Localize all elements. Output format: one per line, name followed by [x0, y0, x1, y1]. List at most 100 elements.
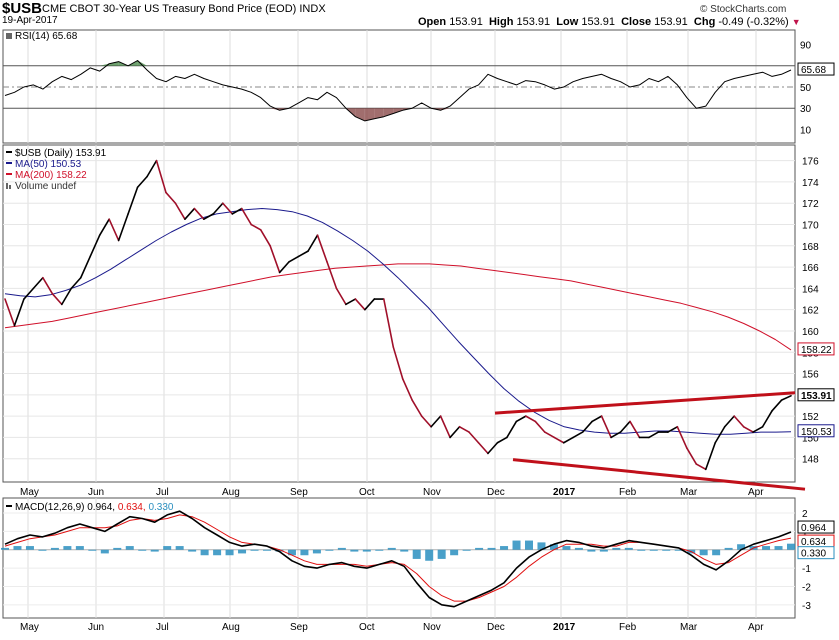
price-segment	[610, 431, 622, 439]
price-segment	[79, 255, 92, 279]
upper-trendline	[494, 391, 796, 415]
month-label-mar: Mar	[680, 487, 698, 498]
macd-histogram-bar	[175, 546, 184, 550]
price-value-tag: 153.91	[797, 388, 835, 402]
rsi-oversold-fill	[364, 108, 375, 121]
ma200-line	[4, 263, 792, 351]
price-segment	[411, 399, 423, 417]
price-segment	[184, 207, 196, 220]
price-segment	[382, 298, 395, 348]
low-label: Low	[556, 16, 579, 28]
macd-histogram-bar	[712, 549, 721, 556]
price-segment	[780, 394, 792, 401]
price-tick-168: 168	[802, 242, 819, 253]
price-segment	[543, 431, 556, 439]
price-segment	[629, 420, 641, 439]
price-segment	[600, 415, 612, 439]
month-label-2017: 2017	[553, 487, 576, 498]
price-tick-162: 162	[802, 306, 819, 317]
ma200-value-tag-box	[797, 342, 835, 356]
chg-label: Chg	[693, 16, 716, 28]
hist-value-tag: 0.330	[797, 546, 835, 560]
price-tick-152: 152	[802, 412, 819, 423]
price-segment	[761, 410, 773, 428]
price-tick-150: 150	[802, 433, 819, 444]
ma50-legend-label: MA(50) 150.53	[15, 159, 82, 170]
price-segment	[165, 191, 177, 205]
macd-histogram-bar	[287, 549, 296, 556]
rsi-value-tag: 65.68	[797, 62, 835, 76]
macd-histogram-bar	[649, 549, 658, 551]
macd-histogram-bar	[762, 546, 771, 550]
price-legend-label: $USB (Daily) 153.91	[15, 148, 107, 159]
description-text: CME CBOT 30-Year US Treasury Bond Price …	[42, 3, 297, 15]
price-segment	[695, 463, 707, 471]
symbol-title: $USB	[2, 0, 43, 17]
macd-histogram-bar	[88, 549, 97, 551]
macd-legend-hist: 0.330	[148, 502, 173, 513]
macd-histogram-bar	[213, 549, 222, 556]
price-segment	[127, 186, 139, 215]
price-segment	[354, 298, 366, 311]
chart-date: 19-Apr-2017	[2, 15, 58, 26]
price-segment	[515, 415, 527, 423]
volume-legend-label: Volume undef	[15, 181, 76, 192]
signal-value-tag-text: 0.634	[801, 537, 826, 548]
macd-panel-frame	[2, 497, 796, 619]
rsi-value-tag-text: 65.68	[801, 65, 826, 76]
ma200-value-tag: 158.22	[797, 342, 835, 356]
price-segment	[572, 431, 584, 439]
price-segment	[240, 207, 253, 226]
price-segment	[752, 425, 764, 433]
macd-histogram-bar	[462, 549, 471, 551]
price-segment	[420, 415, 432, 428]
macd-histogram-bar	[549, 544, 558, 550]
macd-histogram-bar	[225, 549, 234, 556]
macd-legend-label: MACD(12,26,9) 0.964, 0.634, 0.330	[15, 502, 174, 513]
price-segment	[430, 415, 442, 428]
ma200-legend-swatch	[6, 173, 12, 175]
macd-histogram-bar	[275, 549, 284, 552]
rsi-tick-30: 30	[800, 104, 812, 115]
macd-histogram-bar	[612, 547, 621, 550]
signal-value-tag: 0.634	[797, 534, 835, 548]
macd-histogram-bar	[312, 549, 321, 554]
rsi-legend-label: RSI(14) 65.68	[15, 31, 78, 42]
macd-histogram-bar	[63, 546, 72, 550]
rsi-legend: RSI(14) 65.68	[6, 31, 78, 42]
month-label-bottom-aug: Aug	[222, 622, 240, 633]
price-panel-frame	[2, 144, 796, 483]
macd-histogram-bar	[100, 549, 109, 554]
chg-value: -0.49 (-0.32%)	[718, 16, 789, 28]
price-segment	[468, 431, 480, 444]
rsi-oversold-fill	[393, 108, 403, 114]
rsi-oversold-fill	[383, 108, 394, 117]
price-segment	[345, 298, 357, 306]
macd-value-tag: 0.964	[797, 520, 835, 534]
price-segment	[392, 346, 404, 380]
rsi-value-tag-box	[797, 62, 835, 76]
macd-histogram-bar	[737, 544, 746, 550]
macd-histogram-bar	[574, 547, 583, 550]
open-value: 153.91	[449, 16, 483, 28]
rsi-tick-10: 10	[800, 125, 812, 136]
month-label-bottom-jul: Jul	[156, 622, 169, 633]
price-segment	[108, 218, 120, 242]
price-segment	[61, 287, 73, 306]
rsi-legend-swatch	[6, 33, 12, 39]
axis-layer: May May Jun Jun Jul Jul Aug Aug Sep Sep Oct Oct Nov N…	[20, 41, 835, 633]
macd-histogram-bar	[325, 549, 334, 551]
hist-value-tag-text: 0.330	[801, 549, 826, 560]
rsi-oversold-fill	[374, 108, 384, 119]
price-segment	[13, 298, 25, 327]
price-segment	[231, 207, 243, 215]
volume-legend-swatch-2	[9, 185, 11, 189]
ma200-value-tag-text: 158.22	[801, 345, 832, 356]
hist-value-tag-box	[797, 546, 835, 560]
month-label-bottom-2017: 2017	[553, 622, 576, 633]
price-segment	[222, 202, 234, 215]
price-segment	[667, 425, 679, 433]
price-segment	[250, 223, 262, 231]
price-tick-164: 164	[802, 284, 819, 295]
price-segment	[496, 436, 508, 444]
